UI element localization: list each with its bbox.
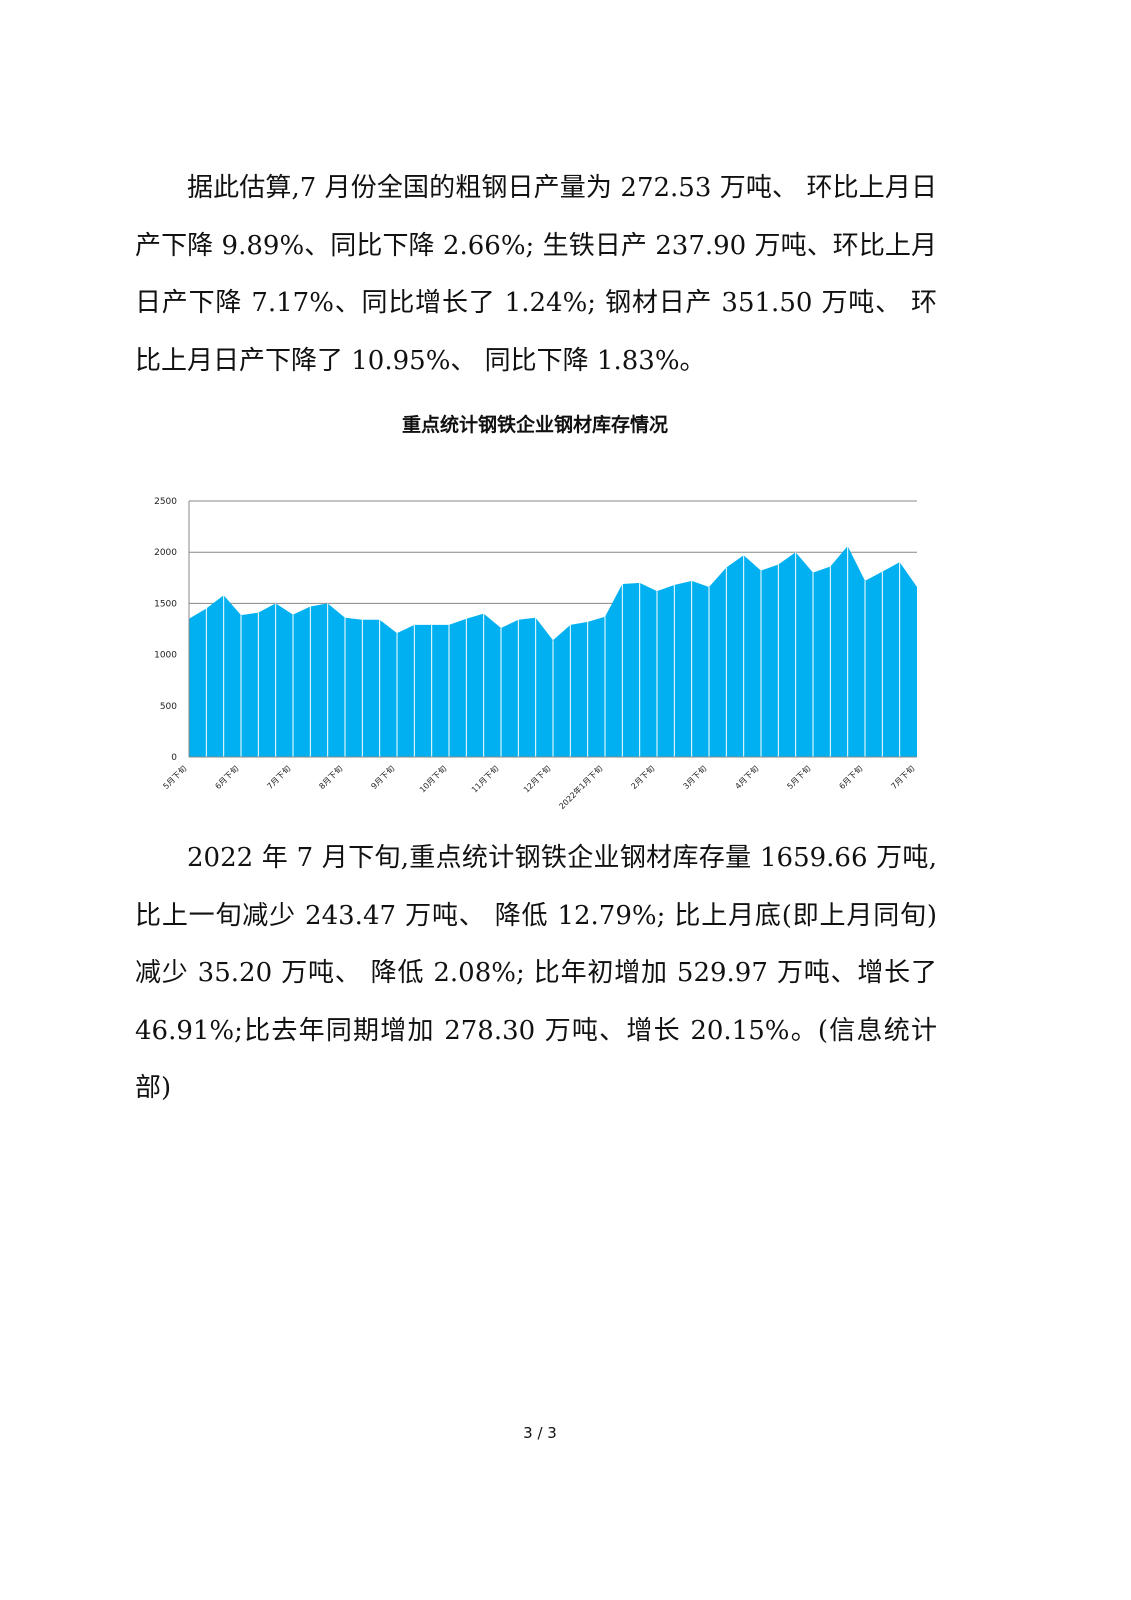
x-tick-label: 2月下旬 [629,763,657,791]
page-number: 3 / 3 [523,1424,557,1442]
x-tick-label: 5月下旬 [785,763,813,791]
y-tick-label: 500 [160,702,177,712]
x-tick-label: 12月下旬 [521,763,552,794]
paragraph: 2022 年 7 月下旬,重点统计钢铁企业钢材库存量 1659.66 万吨,比上… [135,843,937,1103]
x-tick-label: 9月下旬 [369,763,397,791]
x-tick-label: 4月下旬 [733,763,761,791]
y-tick-label: 0 [171,753,177,763]
y-tick-label: 2500 [154,497,177,507]
x-tick-label: 11月下旬 [469,763,500,794]
y-tick-label: 2000 [154,548,177,558]
x-tick-label: 2022年1月下旬 [557,763,605,811]
chart: 0 500 1000 1500 2000 2500 5月下旬 6月下旬 7月下旬 8月下旬 9月下旬… [154,497,917,811]
x-tick-label: 7月下旬 [889,763,917,791]
x-tick-label: 5月下旬 [161,763,189,791]
y-tick-label: 1500 [154,599,177,609]
chart-title: 重点统计钢铁企业钢材库存情况 [401,414,668,436]
x-tick-label: 3月下旬 [681,763,709,791]
x-tick-label: 6月下旬 [837,763,865,791]
x-tick-label: 6月下旬 [213,763,241,791]
x-tick-label: 8月下旬 [317,763,345,791]
x-tick-label: 10月下旬 [417,763,448,794]
x-tick-label: 7月下旬 [265,763,293,791]
paragraph: 据此估算,7 月份全国的粗钢日产量为 272.53 万吨、 环比上月日产下降 9… [135,173,937,376]
y-tick-label: 1000 [154,651,177,661]
